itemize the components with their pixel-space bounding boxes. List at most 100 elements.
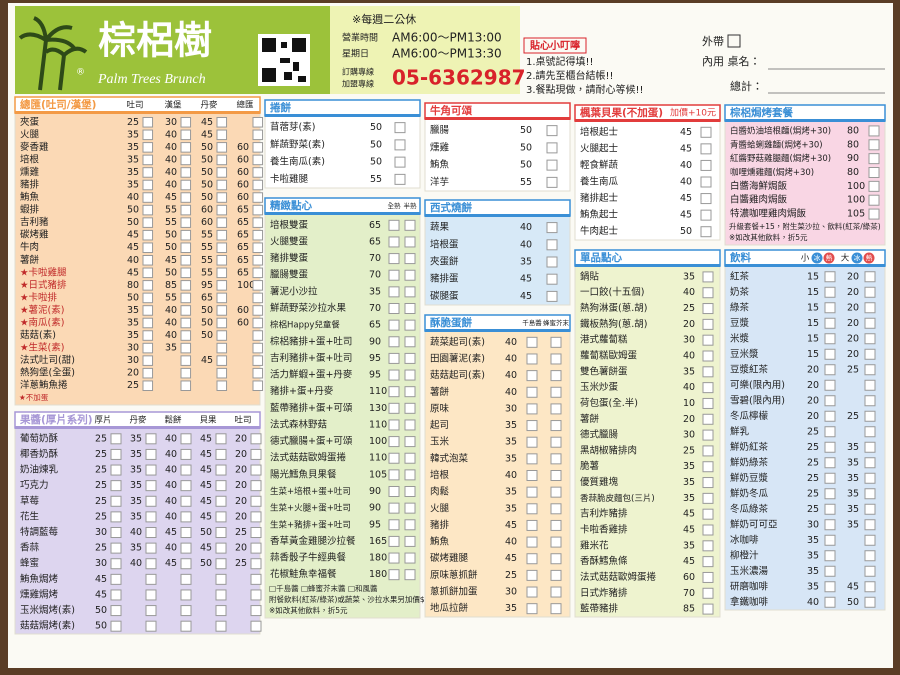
item-name: 蔥抓餅加蛋 <box>430 586 478 598</box>
item-price: 45 <box>520 291 532 302</box>
checkbox <box>215 558 227 570</box>
checkbox <box>550 536 562 548</box>
item-name: 鮮奶紅茶 <box>730 441 769 453</box>
item-price: 25 <box>807 457 819 468</box>
item-name: 香草黃金雞腿沙拉餐 <box>270 535 356 547</box>
item-price: 25 <box>807 426 819 437</box>
closed-day: ※每週二公休 <box>352 12 416 26</box>
item-price: 65 <box>369 220 381 231</box>
section-accent <box>575 264 720 267</box>
order-line: 訂購專線 <box>342 67 374 77</box>
tag-dot <box>863 252 875 264</box>
checkbox <box>864 302 876 314</box>
item-name: 優質雞塊 <box>580 476 619 488</box>
item-price: 25 <box>505 570 517 581</box>
checkbox <box>868 153 880 165</box>
item-name: 培根雙蛋 <box>270 219 309 231</box>
checkbox <box>550 503 562 515</box>
checkbox <box>702 397 714 409</box>
item-price: 50 <box>95 605 107 616</box>
column-label: 丹麥 <box>129 415 147 426</box>
item-name: 玉米濃湯 <box>730 565 769 577</box>
checkbox <box>142 217 154 228</box>
item-price: 25 <box>95 543 107 554</box>
item-name: 黑胡椒豬排肉 <box>580 444 637 456</box>
item-price: 50 <box>201 192 213 203</box>
item-price: 45 <box>200 496 212 507</box>
tag-label: 冰 <box>854 253 861 262</box>
column-label: 大 <box>841 253 850 264</box>
checkbox <box>864 410 876 422</box>
checkbox <box>180 330 192 341</box>
item-price: 40 <box>505 387 517 398</box>
item-price: 40 <box>505 337 517 348</box>
checkbox <box>180 511 192 523</box>
item-price: 45 <box>680 143 692 154</box>
checkbox <box>702 303 714 315</box>
checkbox <box>404 369 416 381</box>
checkbox <box>404 286 416 298</box>
item-price: 55 <box>370 174 382 185</box>
checkbox <box>404 386 416 398</box>
item-name: 豆米漿 <box>730 348 759 360</box>
checkbox <box>864 565 876 577</box>
checkbox <box>110 448 122 460</box>
section-bg <box>14 411 261 635</box>
item-name: 麥香雞 <box>20 141 49 153</box>
section-note: 附餐飲料(紅茶/綠茶)或蔬菜、沙拉水果另加價$5 <box>269 594 430 604</box>
checkbox <box>824 472 836 484</box>
item-price: 35 <box>847 442 859 453</box>
item-name: 碳腿蛋 <box>430 290 459 302</box>
checkbox <box>145 448 157 460</box>
item-price: 40 <box>680 160 692 171</box>
section-note: ※如改其他飲料，折5元 <box>729 232 808 242</box>
item-price: 25 <box>95 465 107 476</box>
checkbox <box>215 573 227 585</box>
item-price: 45 <box>165 255 177 266</box>
checkbox <box>868 167 880 178</box>
item-price: 165 <box>369 536 387 547</box>
item-price: 50 <box>201 180 213 191</box>
registered: ® <box>76 68 85 78</box>
tag-dot <box>811 252 823 264</box>
item-price: 20 <box>847 271 859 282</box>
item-price: 25 <box>95 433 107 444</box>
item-price: 40 <box>165 330 177 341</box>
item-price: 180 <box>369 553 387 564</box>
item-price: 65 <box>369 320 381 331</box>
item-name: 一口餃(十五個) <box>580 286 644 298</box>
checkbox <box>216 355 228 366</box>
checkbox <box>404 552 416 564</box>
checkbox <box>868 180 880 192</box>
checkbox <box>250 589 262 601</box>
item-name: ★薯泥(素) <box>20 304 64 316</box>
item-price: 45 <box>201 117 213 128</box>
column-label: 吐司 <box>126 101 143 111</box>
checkbox <box>216 167 228 178</box>
item-price: 50 <box>370 157 382 168</box>
item-name: 奶茶 <box>730 286 750 298</box>
checkbox <box>864 348 876 360</box>
checkbox <box>526 503 538 515</box>
item-name: 熱狗淋蛋(蔥.胡) <box>580 302 647 314</box>
item-price: 25 <box>847 364 859 375</box>
tag-label: 熱 <box>826 253 833 262</box>
checkbox <box>824 503 836 515</box>
section-bg <box>724 104 886 246</box>
item-name: 玉米炒蛋 <box>580 381 619 393</box>
checkbox <box>216 380 228 392</box>
checkbox <box>824 286 836 298</box>
checkbox <box>110 511 122 523</box>
checkbox <box>550 553 562 565</box>
item-name: ★生菜(素) <box>20 342 64 354</box>
checkbox <box>180 605 192 617</box>
checkbox <box>216 255 228 266</box>
item-name: 培根 <box>430 469 450 481</box>
item-name: 研磨咖啡 <box>730 580 769 592</box>
item-name: 冬瓜檸檬 <box>730 410 769 422</box>
checkbox <box>388 253 400 265</box>
checkbox <box>864 364 876 376</box>
checkbox <box>216 142 228 153</box>
checkbox <box>142 229 154 241</box>
item-price: 65 <box>237 217 249 228</box>
